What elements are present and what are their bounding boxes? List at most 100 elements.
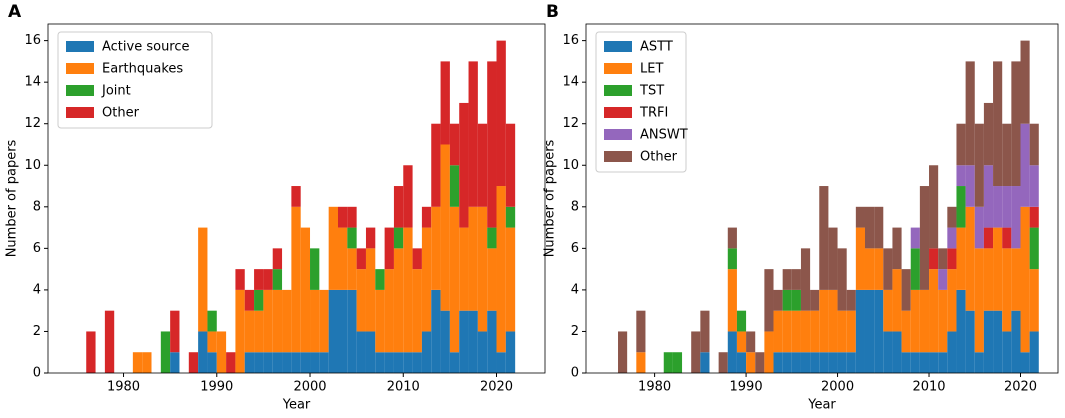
bar-segment <box>919 289 930 353</box>
bar-segment <box>300 227 311 353</box>
bar-segment <box>254 289 264 311</box>
bar-segment <box>421 331 432 373</box>
x-tick-label: 2000 <box>293 380 326 395</box>
bar-segment <box>636 352 646 373</box>
bar-segment <box>226 352 236 373</box>
bar-segment <box>1029 123 1039 166</box>
bar-segment <box>983 227 994 249</box>
bar-segment <box>929 269 939 353</box>
bar-segment <box>983 102 994 166</box>
bar-segment <box>505 331 516 373</box>
bar-segment <box>1002 227 1012 249</box>
bar-segment <box>874 248 884 290</box>
bar-segment <box>947 248 957 270</box>
bar-segment <box>403 352 413 373</box>
bar-segment <box>449 123 460 166</box>
bar-segment <box>468 61 478 207</box>
bar-segment <box>974 352 984 373</box>
plot-frame <box>47 23 546 374</box>
legend-label: ANSWT <box>640 128 688 143</box>
bar-segment <box>736 331 747 353</box>
bar-segment <box>375 269 385 290</box>
bar-segment <box>910 289 920 353</box>
bar-segment <box>337 206 348 228</box>
legend-label: LET <box>640 62 663 77</box>
bar-segment <box>449 352 460 373</box>
x-axis-label: Year <box>282 398 311 413</box>
x-tick-label: 2020 <box>1004 380 1037 395</box>
bar-segment <box>487 248 497 311</box>
bar-segment <box>282 289 292 353</box>
bar-segment <box>938 352 948 373</box>
bar-segment <box>1029 206 1039 228</box>
bar-segment <box>727 248 737 270</box>
y-tick-label: 14 <box>24 75 41 90</box>
bar-segment <box>263 269 273 290</box>
bar-segment <box>1011 248 1021 311</box>
bar-segment <box>170 310 180 353</box>
legend-frame <box>57 31 213 129</box>
y-tick-label: 10 <box>24 158 41 173</box>
bar-segment <box>727 227 737 249</box>
bar-segment <box>198 227 208 332</box>
bar-segment <box>393 248 404 353</box>
bar-segment <box>810 289 820 311</box>
bar-segment <box>938 289 948 353</box>
bar-segment <box>938 269 948 290</box>
bar-segment <box>207 331 217 353</box>
bar-segment <box>791 310 801 353</box>
bar-segment <box>993 227 1003 311</box>
bar-segment <box>337 289 348 373</box>
bar-segment <box>883 289 893 332</box>
bar-segment <box>956 186 966 228</box>
bar-segment <box>929 352 939 373</box>
bar-segment <box>328 289 338 373</box>
bar-segment <box>791 352 801 373</box>
bar-segment <box>782 310 792 353</box>
bar-segment <box>855 289 865 373</box>
bar-segment <box>282 352 292 373</box>
bar-segment <box>727 331 737 373</box>
bar-segment <box>403 165 413 228</box>
bar-segment <box>700 352 710 373</box>
bar-segment <box>764 269 774 332</box>
bar-segment <box>347 227 357 249</box>
bar-segment <box>487 61 497 228</box>
bar-segment <box>421 227 432 332</box>
bar-segment <box>1002 123 1012 187</box>
bar-segment <box>272 269 283 290</box>
bar-segment <box>403 227 413 353</box>
bar-segment <box>892 227 902 270</box>
bar-segment <box>782 289 792 311</box>
bar-segment <box>983 165 994 228</box>
bar-segment <box>393 352 404 373</box>
bar-segment <box>1020 40 1030 124</box>
bar-segment <box>440 61 450 145</box>
bar-segment <box>663 352 673 373</box>
bar-segment <box>901 269 911 311</box>
bar-segment <box>956 165 966 187</box>
bar-segment <box>459 102 469 228</box>
y-tick-label: 12 <box>562 116 579 131</box>
bar-segment <box>947 331 957 373</box>
bar-segment <box>468 310 478 373</box>
bar-segment <box>956 289 966 373</box>
bar-segment <box>487 227 497 249</box>
bar-segment <box>929 248 939 270</box>
bar-segment <box>319 352 329 373</box>
bar-segment <box>1011 310 1021 373</box>
bar-segment <box>837 248 847 311</box>
bar-segment <box>919 352 930 373</box>
bar-segment <box>993 310 1003 373</box>
panel: B 0 2 4 6 8 10 12 14 16 1980 1990 2000 2010 2020 Year Nu… <box>543 2 1059 413</box>
bar-segment <box>254 310 264 353</box>
x-tick-label: 2010 <box>912 380 945 395</box>
bar-segment <box>132 352 143 373</box>
bar-segment <box>929 165 939 249</box>
panel-label: A <box>8 2 22 22</box>
bar-segment <box>974 123 984 207</box>
bar-segment <box>468 206 478 311</box>
y-tick-label: 8 <box>33 199 41 214</box>
bar-segment <box>901 310 911 353</box>
bar-segment <box>291 186 301 207</box>
